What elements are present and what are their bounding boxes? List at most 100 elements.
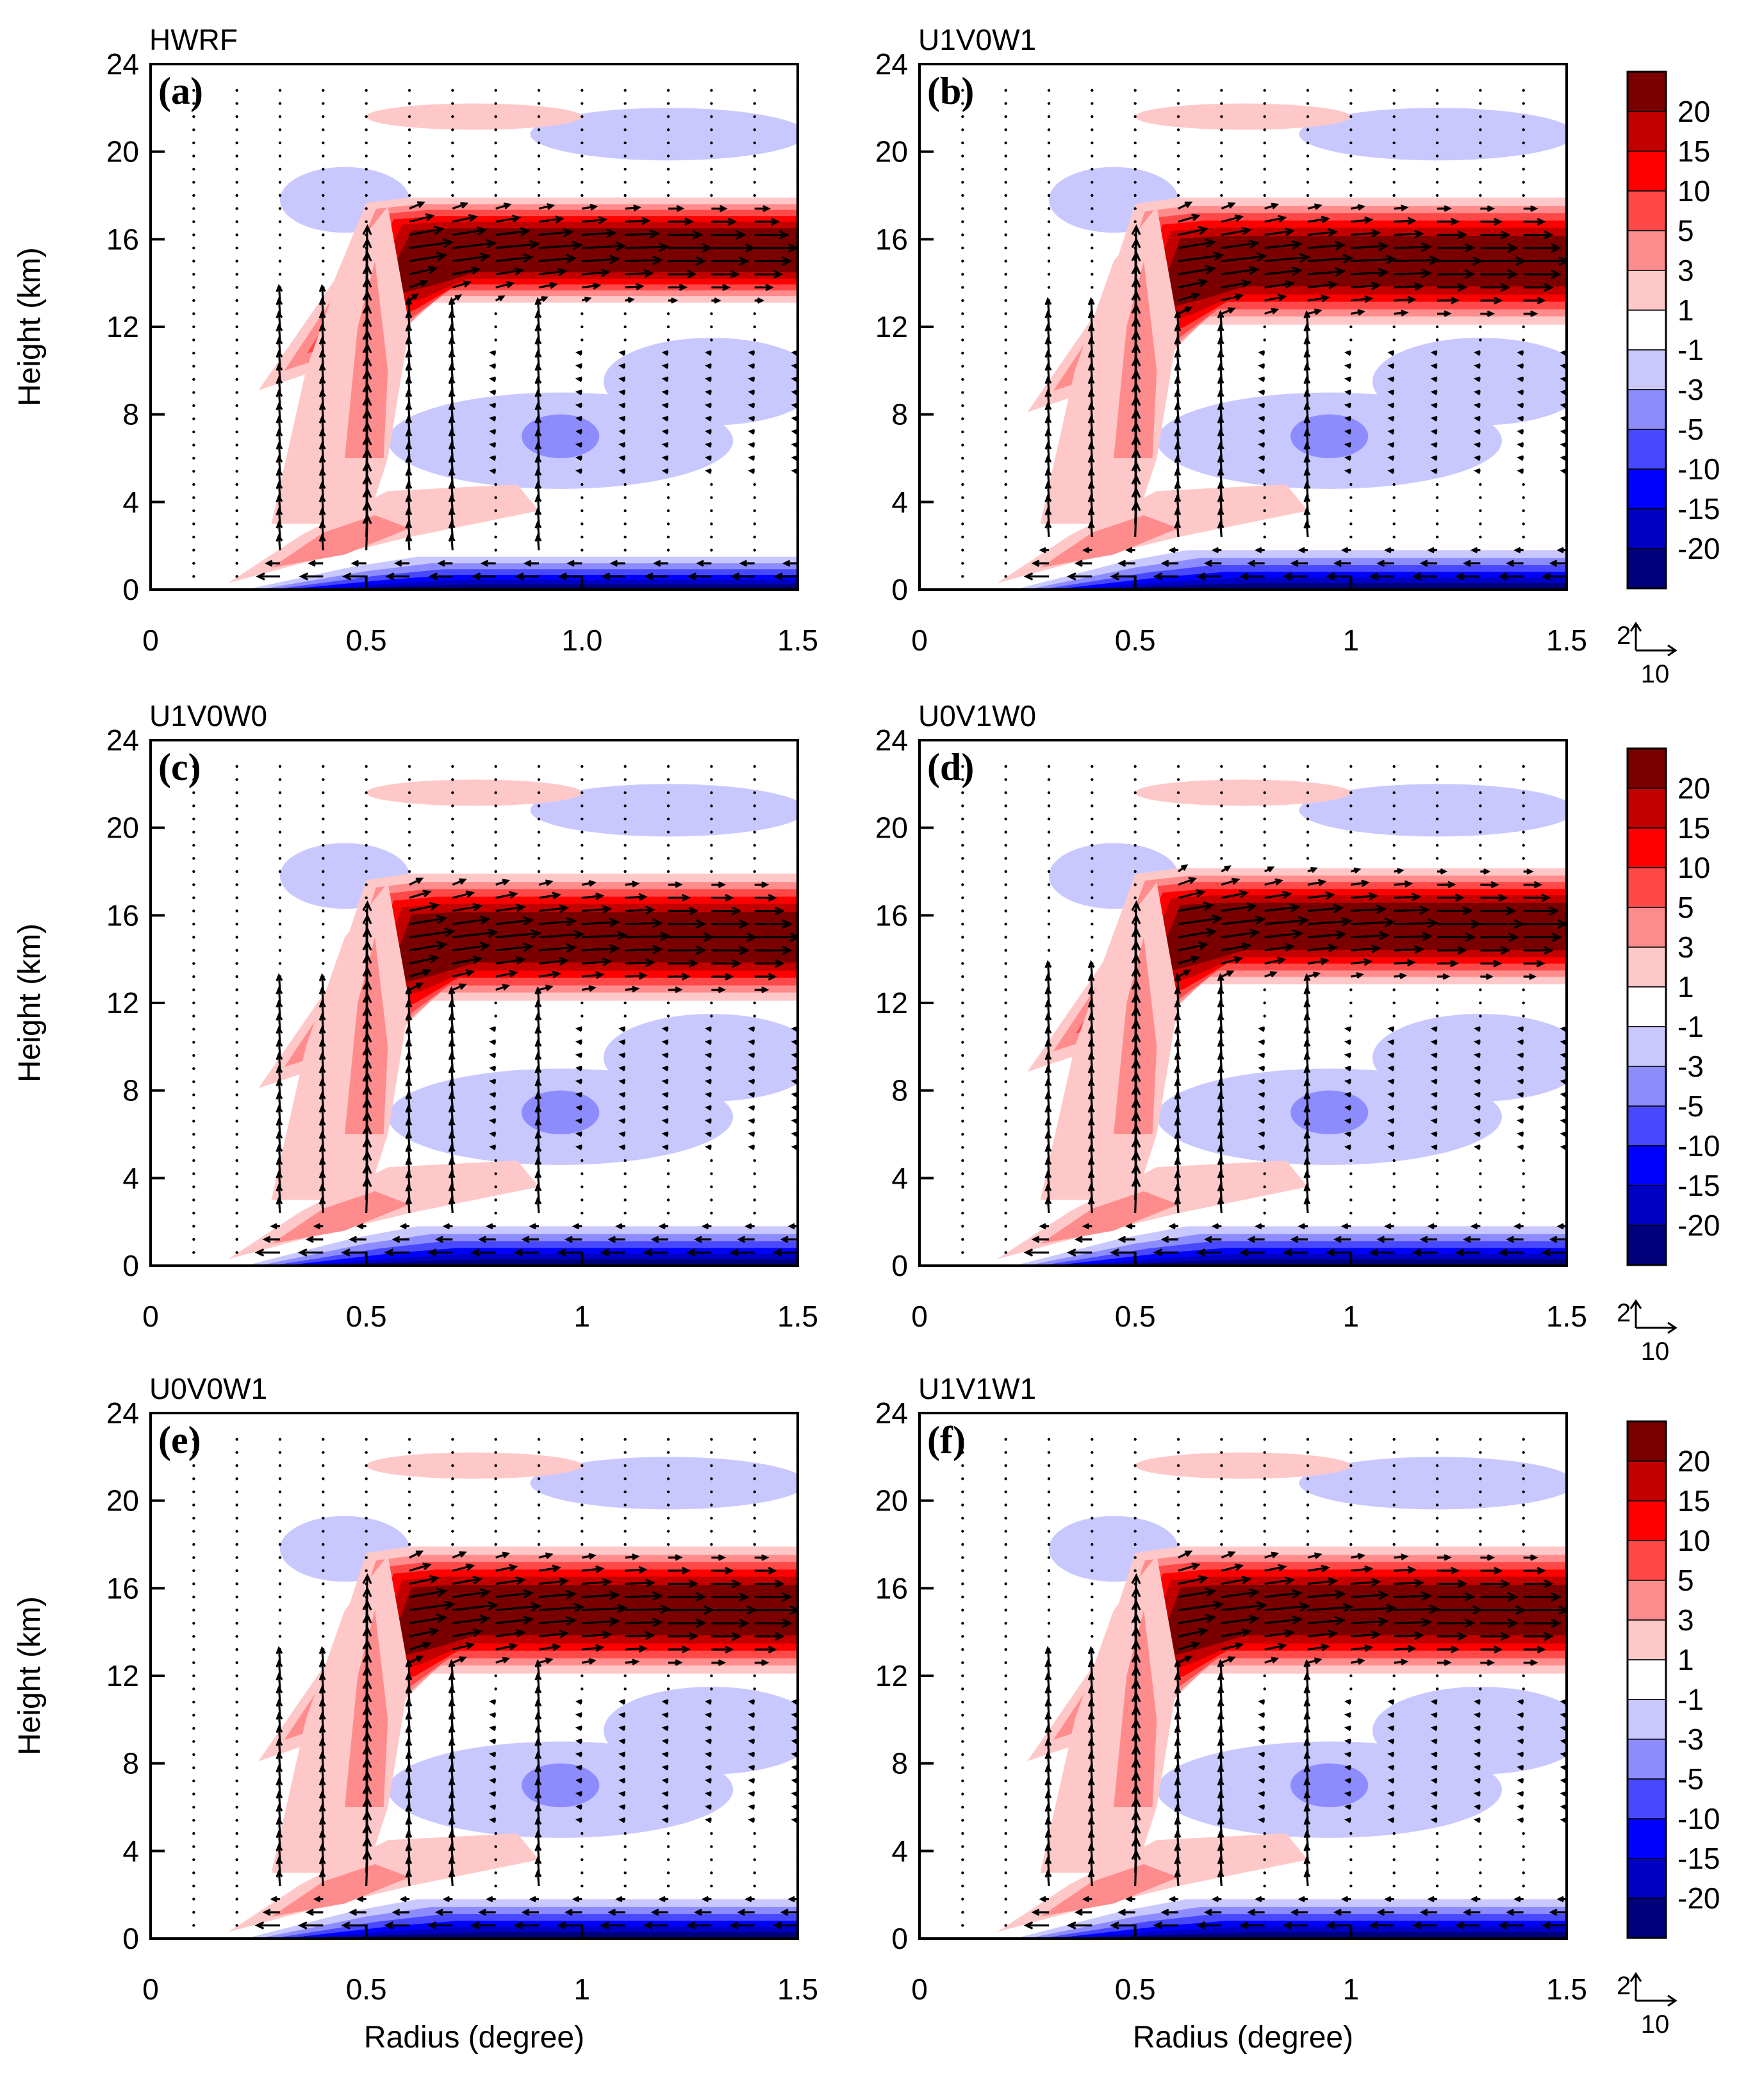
wind-vector-head <box>1517 1065 1524 1071</box>
wind-vector <box>495 217 520 223</box>
wind-vector <box>235 1740 238 1743</box>
wind-vector <box>452 242 495 249</box>
wind-vector-head <box>1414 229 1424 239</box>
wind-vector <box>235 778 238 781</box>
wind-vector <box>322 843 325 847</box>
wind-vector-head <box>552 1643 561 1651</box>
wind-vector <box>961 857 964 860</box>
wind-vector <box>1004 1451 1007 1454</box>
wind-vector-head <box>675 881 683 888</box>
wind-vector <box>710 1437 713 1441</box>
wind-vector <box>494 1674 497 1678</box>
wind-vector <box>321 988 324 1004</box>
y-tick-label: 20 <box>106 811 139 845</box>
wind-vector-head <box>1430 1065 1438 1071</box>
wind-vector-head <box>479 1614 491 1625</box>
wind-vector <box>1176 1714 1180 1729</box>
wind-vector <box>1176 817 1180 821</box>
wind-vector-head <box>1560 1105 1567 1111</box>
wind-vector <box>192 312 195 315</box>
wind-vector-head <box>1082 1223 1090 1230</box>
wind-vector-head <box>422 968 432 977</box>
wind-vector-head <box>791 1065 798 1071</box>
wind-vector <box>1392 1014 1396 1018</box>
wind-vector <box>1090 338 1093 354</box>
wind-vector <box>278 791 282 795</box>
wind-vector <box>192 765 195 768</box>
wind-vector-head <box>1203 1236 1212 1243</box>
wind-vector <box>278 1621 282 1625</box>
wind-vector-head <box>427 1248 437 1257</box>
wind-vector <box>494 509 497 513</box>
wind-vector-head <box>650 1236 659 1243</box>
wind-vector-head <box>489 1778 497 1784</box>
wind-vector <box>581 1211 584 1215</box>
wind-vector <box>1091 817 1094 821</box>
wind-vector-head <box>1560 468 1567 474</box>
wind-vector-head <box>833 1606 841 1614</box>
wind-vector <box>1220 181 1223 184</box>
wind-vector <box>192 115 195 119</box>
wind-vector <box>1004 1464 1007 1468</box>
wind-vector-head <box>661 415 669 422</box>
wind-vector-head <box>1205 1614 1217 1624</box>
wind-vector-head <box>1455 572 1465 581</box>
wind-vector-head <box>575 429 582 435</box>
wind-vector <box>1435 522 1439 525</box>
wind-vector <box>1306 778 1310 781</box>
wind-vector <box>1176 522 1180 538</box>
wind-vector <box>278 1543 282 1546</box>
wind-vector <box>537 1477 541 1480</box>
wind-vector <box>1221 242 1258 249</box>
wind-vector-head <box>805 988 810 993</box>
wind-vector <box>1264 906 1299 913</box>
wind-vector <box>961 1674 964 1678</box>
wind-vector <box>1047 922 1051 926</box>
wind-vector <box>277 470 281 485</box>
wind-vector <box>278 194 282 197</box>
wind-vector <box>1004 1621 1007 1625</box>
wind-vector <box>408 857 411 860</box>
wind-vector <box>450 1120 454 1135</box>
panel-label: (d) <box>927 746 974 788</box>
wind-vector <box>666 1211 670 1215</box>
wind-vector <box>1176 377 1180 393</box>
wind-vector <box>1479 325 1482 329</box>
wind-vector-head <box>471 572 481 581</box>
wind-vector <box>192 246 195 250</box>
wind-vector <box>1004 1661 1007 1664</box>
wind-vector-head <box>1517 1039 1524 1045</box>
wind-vector-head <box>791 1751 798 1758</box>
wind-vector-head <box>1387 1065 1395 1071</box>
wind-vector <box>581 1464 584 1468</box>
wind-vector-head <box>1430 429 1438 435</box>
wind-vector <box>623 88 627 92</box>
wind-vector-head <box>1328 281 1339 290</box>
wind-vector <box>581 549 584 552</box>
wind-vector <box>495 1592 532 1598</box>
wind-vector <box>538 1566 559 1572</box>
x-tick-label: 1.5 <box>1546 1300 1587 1333</box>
wind-vector <box>1479 843 1482 847</box>
wind-vector <box>537 102 541 105</box>
wind-vector <box>1004 443 1007 447</box>
wind-vector <box>1004 791 1007 795</box>
wind-vector <box>450 365 454 380</box>
wind-vector <box>1176 831 1180 834</box>
wind-vector-head <box>264 559 273 567</box>
wind-vector <box>1479 804 1482 807</box>
wind-vector <box>365 181 368 184</box>
wind-vector <box>1392 1211 1396 1215</box>
wind-vector <box>408 88 411 92</box>
wind-vector <box>1091 896 1094 900</box>
wind-vector <box>322 1437 325 1441</box>
wind-vector <box>277 456 281 472</box>
wind-vector <box>1392 88 1396 92</box>
wind-vector <box>494 1172 497 1175</box>
wind-vector <box>277 1792 281 1808</box>
wind-vector <box>277 1054 281 1069</box>
wind-vector-head <box>1517 455 1524 461</box>
wind-vector <box>1263 522 1266 525</box>
wind-vector <box>192 1792 195 1796</box>
wind-vector <box>1046 325 1050 340</box>
